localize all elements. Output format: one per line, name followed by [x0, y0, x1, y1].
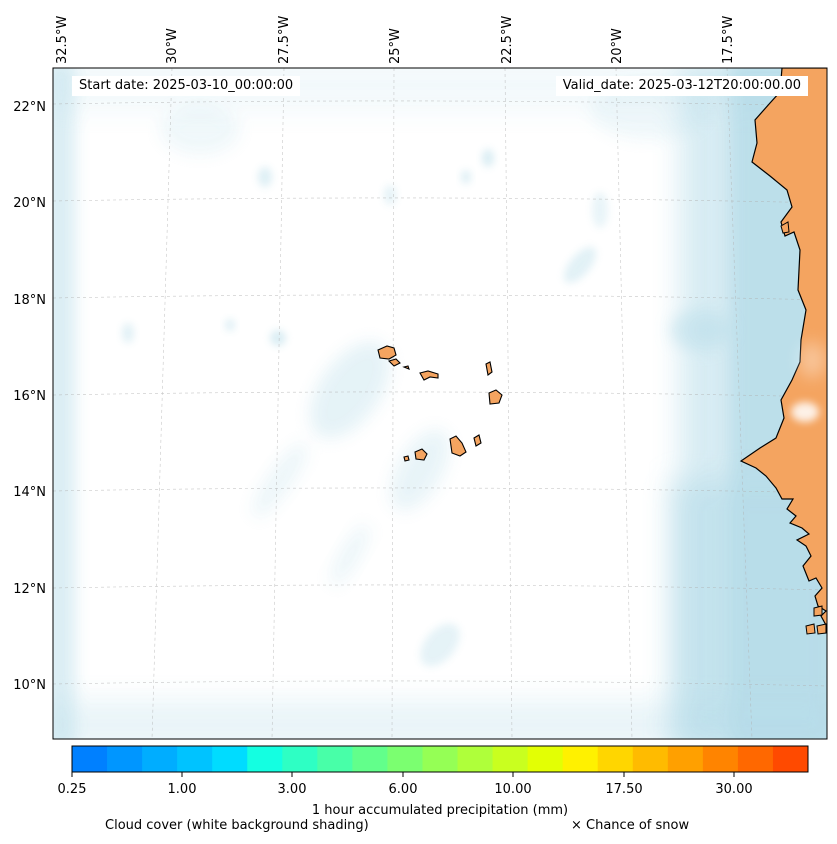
- lat-label: 20°N: [13, 196, 46, 211]
- colorbar-segment: [177, 746, 213, 772]
- longitude-labels: 32.5°W 30°W 27.5°W 25°W 22.5°W 20°W 17.5…: [55, 16, 736, 64]
- colorbar-segment: [667, 746, 704, 772]
- island-maio: [473, 434, 482, 447]
- lat-label: 10°N: [13, 678, 46, 693]
- african-mainland: [739, 68, 827, 628]
- island-boa-vista: [488, 389, 503, 405]
- colorbar-segment: [457, 746, 494, 772]
- colorbar-segment: [317, 746, 353, 772]
- colorbar-border: [71, 745, 809, 773]
- lon-label: 32.5°W: [55, 16, 70, 64]
- cloud-over-land: [791, 402, 819, 422]
- colorbar-segment: [562, 746, 599, 772]
- colorbar-segment: [142, 746, 178, 772]
- lat-label: 18°N: [13, 293, 46, 308]
- lat-label: 14°N: [13, 485, 46, 500]
- colorbar-tick-label: 1.00: [168, 782, 197, 797]
- colorbar-tick-label: 10.00: [494, 782, 531, 797]
- snow-legend: × Chance of snow: [571, 818, 690, 833]
- colorbar-segment: [72, 746, 108, 772]
- island-santiago: [449, 435, 467, 457]
- colorbar-segment: [107, 746, 143, 772]
- colorbar-segment: [597, 746, 634, 772]
- colorbar-segment: [352, 746, 388, 772]
- lon-label: 20°W: [610, 28, 625, 64]
- island-sal: [485, 361, 493, 376]
- lon-label: 22.5°W: [500, 16, 515, 64]
- island-fogo: [414, 448, 428, 461]
- colorbar-segment: [247, 746, 283, 772]
- island-sao-vicente: [387, 358, 401, 367]
- gridlines: [53, 68, 827, 739]
- island-santo-antao: [377, 345, 397, 360]
- lat-label: 16°N: [13, 389, 46, 404]
- bijagos-island: [805, 623, 816, 635]
- colorbar-title: 1 hour accumulated precipitation (mm): [312, 803, 568, 818]
- colorbar-tick-label: 17.50: [605, 782, 642, 797]
- colorbar-segment: [422, 746, 459, 772]
- island-brava: [403, 455, 410, 462]
- colorbar-tick-label: 30.00: [715, 782, 752, 797]
- colorbar-segment: [632, 746, 669, 772]
- cloud-cover-legend: Cloud cover (white background shading): [105, 818, 369, 833]
- map-frame: [52, 67, 828, 740]
- colorbar-segment: [737, 746, 774, 772]
- colorbar-segment: [212, 746, 248, 772]
- bijagos-island: [813, 605, 823, 617]
- valid-date-label: Valid_date: 2025-03-12T20:00:00.00: [555, 76, 808, 96]
- island-sao-nicolau: [419, 370, 439, 381]
- colorbar-ticks: 0.25 1.00 3.00 6.00 10.00 17.50 30.00 1 …: [58, 772, 753, 818]
- lon-label: 30°W: [165, 28, 180, 64]
- island-santa-luzia: [402, 365, 410, 370]
- colorbar-tick-label: 6.00: [389, 782, 418, 797]
- lat-label: 12°N: [13, 582, 46, 597]
- lon-label: 27.5°W: [277, 16, 292, 64]
- colorbar-tick-label: 0.25: [58, 782, 87, 797]
- colorbar-segment: [282, 746, 318, 772]
- cape-verde-islands: [377, 345, 503, 462]
- lat-label: 22°N: [13, 100, 46, 115]
- colorbar-segment: [387, 746, 423, 772]
- bijagos-island: [816, 623, 827, 635]
- map-panel: [53, 68, 827, 739]
- latitude-labels: 22°N 20°N 18°N 16°N 14°N 12°N 10°N: [13, 100, 46, 693]
- start-date-label: Start date: 2025-03-10_00:00:00: [72, 76, 301, 96]
- lon-label: 17.5°W: [721, 16, 736, 64]
- colorbar-segment: [702, 746, 739, 772]
- lon-label: 25°W: [388, 28, 403, 64]
- coastal-islet: [780, 221, 790, 234]
- colorbar-segment: [492, 746, 529, 772]
- precipitation-colorbar: [71, 745, 809, 773]
- colorbar-tick-label: 3.00: [278, 782, 307, 797]
- colorbar-segment: [772, 746, 809, 772]
- colorbar-segment: [527, 746, 564, 772]
